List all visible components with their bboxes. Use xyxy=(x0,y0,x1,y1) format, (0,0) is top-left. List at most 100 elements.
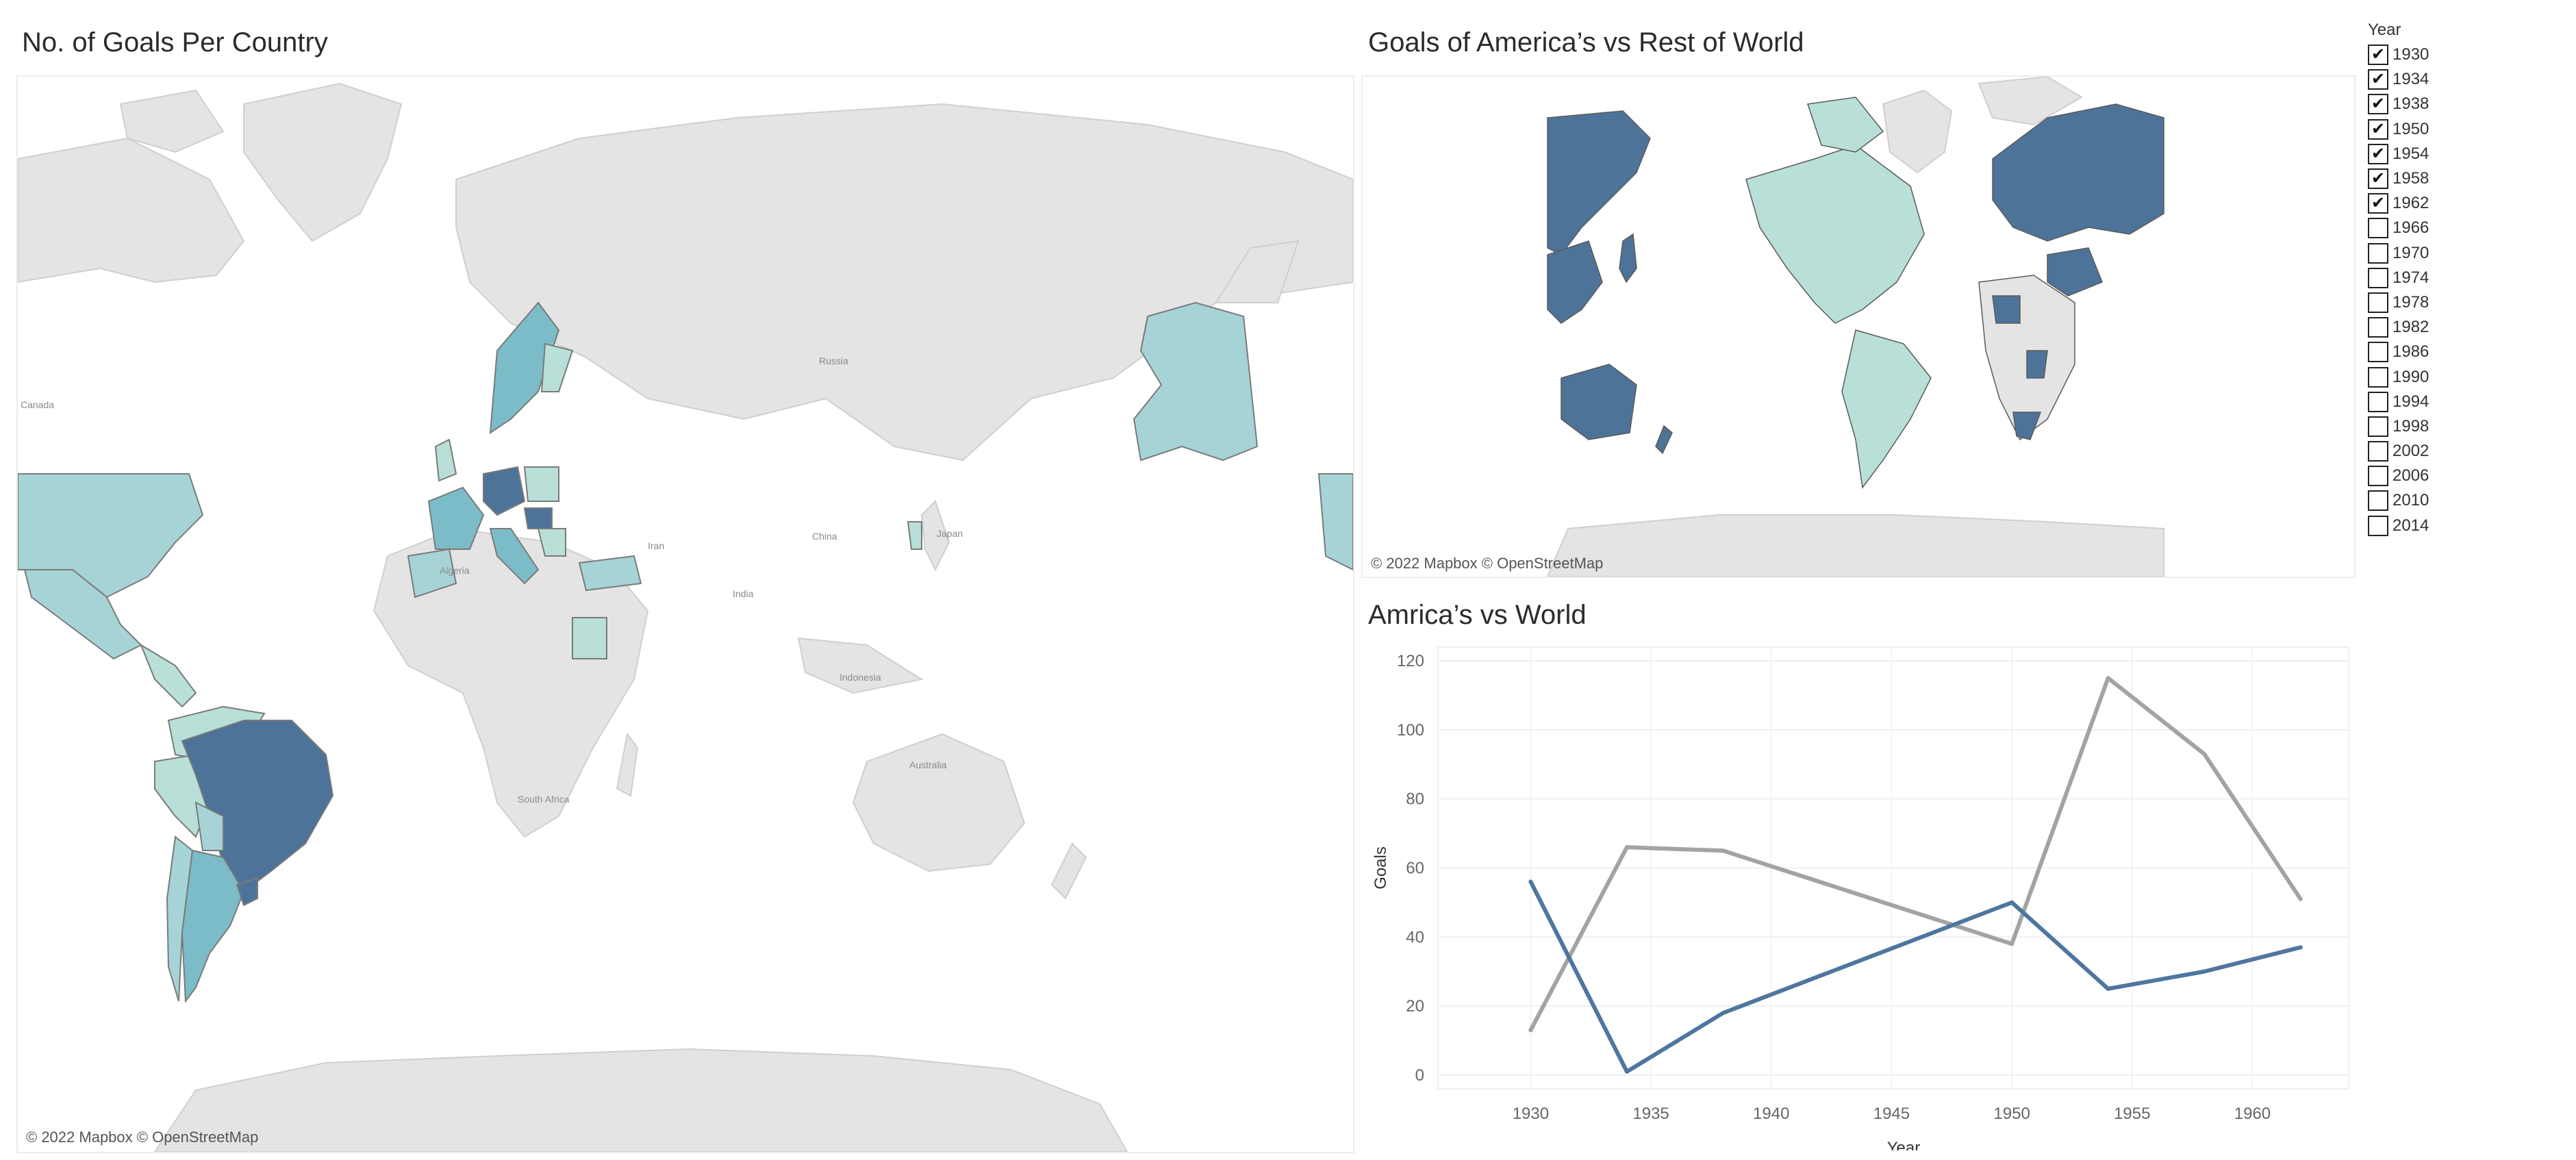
year-checkbox-label: 1990 xyxy=(2392,367,2429,386)
series-point[interactable] xyxy=(1528,879,1533,884)
year-checkbox[interactable]: ✔ xyxy=(2368,45,2388,66)
year-checkbox[interactable]: ✔ xyxy=(2368,143,2388,164)
year-checkbox[interactable]: ✔ xyxy=(2368,69,2388,90)
year-filter-item[interactable]: ✔ 1950 xyxy=(2368,117,2573,142)
map2-australia-shape xyxy=(1561,364,1637,440)
year-checkbox[interactable] xyxy=(2368,317,2388,338)
antarctica-shape xyxy=(153,1048,1128,1152)
year-checkbox[interactable] xyxy=(2368,292,2388,313)
map1-label-india: India xyxy=(733,588,754,599)
year-filter-item[interactable]: 1982 xyxy=(2368,315,2573,340)
arctic-islands-shape xyxy=(119,89,225,153)
map2-attribution[interactable]: © 2022 Mapbox © OpenStreetMap xyxy=(1371,555,1604,572)
series-point[interactable] xyxy=(2298,945,2303,950)
year-checkbox[interactable] xyxy=(2368,218,2388,239)
year-filter-item[interactable]: ✔ 1962 xyxy=(2368,191,2573,216)
argentina-shape xyxy=(181,849,245,1003)
mexico-shape xyxy=(23,569,142,660)
series-point[interactable] xyxy=(2106,676,2110,681)
year-checkbox[interactable]: ✔ xyxy=(2368,168,2388,190)
year-filter-item[interactable]: 2006 xyxy=(2368,464,2573,488)
year-checkbox[interactable] xyxy=(2368,515,2388,536)
y-tick-label: 60 xyxy=(1406,859,1424,878)
year-checkbox[interactable]: ✔ xyxy=(2368,118,2388,140)
series-line-1[interactable] xyxy=(1528,879,2303,1074)
series-point[interactable] xyxy=(1624,1069,1629,1074)
year-checkbox-label: 1970 xyxy=(2392,243,2429,262)
year-checkbox[interactable] xyxy=(2368,466,2388,487)
year-filter-item[interactable]: 1998 xyxy=(2368,414,2573,439)
year-checkbox-label: 1994 xyxy=(2392,392,2429,411)
y-tick-label: 20 xyxy=(1406,997,1424,1016)
canada-shape xyxy=(18,137,245,283)
series-point[interactable] xyxy=(1528,1028,1533,1033)
japan-shape xyxy=(920,500,950,572)
year-checkbox[interactable] xyxy=(2368,416,2388,437)
map1-attribution[interactable]: © 2022 Mapbox © OpenStreetMap xyxy=(26,1129,259,1146)
x-tick-label: 1940 xyxy=(1753,1105,1789,1123)
series-point[interactable] xyxy=(2106,986,2110,991)
map2-europe-russia-shape xyxy=(1992,103,2164,242)
year-filter-item[interactable]: 1970 xyxy=(2368,241,2573,266)
year-filter-item[interactable]: 2014 xyxy=(2368,514,2573,538)
series-point[interactable] xyxy=(2010,942,2015,946)
france-shape xyxy=(427,486,485,550)
balkans-shape xyxy=(537,528,566,557)
year-filter-item[interactable]: 1990 xyxy=(2368,364,2573,389)
year-filter-item[interactable]: ✔ 1938 xyxy=(2368,92,2573,116)
year-filter-item[interactable]: ✔ 1930 xyxy=(2368,42,2573,67)
year-checkbox-label: 1982 xyxy=(2392,318,2429,337)
year-checkbox[interactable] xyxy=(2368,391,2388,412)
x-tick-label: 1930 xyxy=(1513,1105,1549,1123)
year-filter-item[interactable]: 2010 xyxy=(2368,488,2573,513)
year-filter-list: ✔ 1930 ✔ 1934 ✔ 1938 ✔ 1950 ✔ 1954 ✔ 1958 ✔ 1962 1966 1… xyxy=(2368,42,2573,538)
year-checkbox[interactable] xyxy=(2368,490,2388,512)
series-point[interactable] xyxy=(2202,969,2207,974)
year-checkbox[interactable] xyxy=(2368,441,2388,462)
x-tick-label: 1960 xyxy=(2234,1105,2271,1123)
map1-label-russia: Russia xyxy=(819,355,848,366)
year-checkbox-label: 2002 xyxy=(2392,442,2429,461)
series-point[interactable] xyxy=(2010,900,2015,905)
year-filter-item[interactable]: ✔ 1958 xyxy=(2368,166,2573,191)
series-point[interactable] xyxy=(2298,896,2303,901)
y-tick-label: 80 xyxy=(1406,790,1424,809)
new-zealand-shape xyxy=(1050,842,1087,900)
turkey-shape xyxy=(578,555,642,592)
map1-label-indonesia: Indonesia xyxy=(839,672,881,683)
map2-countries xyxy=(1547,97,2164,489)
series-point[interactable] xyxy=(1721,848,1726,853)
year-filter-item[interactable]: 1978 xyxy=(2368,290,2573,315)
map1-canvas[interactable]: Canada Russia China Iran Japan India Alg… xyxy=(18,77,1353,1152)
year-checkbox[interactable]: ✔ xyxy=(2368,193,2388,214)
americas-vs-world-map[interactable]: © 2022 Mapbox © OpenStreetMap xyxy=(1361,75,2356,578)
year-checkbox[interactable] xyxy=(2368,342,2388,363)
year-filter-item[interactable]: ✔ 1934 xyxy=(2368,67,2573,92)
year-filter-item[interactable]: 1974 xyxy=(2368,266,2573,290)
year-filter-item[interactable]: 1994 xyxy=(2368,390,2573,414)
year-checkbox-label: 2006 xyxy=(2392,466,2429,486)
series-line-0[interactable] xyxy=(1528,676,2303,1033)
map2-canvas[interactable] xyxy=(1363,77,2354,577)
year-filter-item[interactable]: 2002 xyxy=(2368,439,2573,464)
year-checkbox-label: 1966 xyxy=(2392,218,2429,238)
africa-shape xyxy=(372,527,649,838)
year-checkbox[interactable]: ✔ xyxy=(2368,94,2388,115)
map2-land xyxy=(1546,77,2164,577)
map2-africa-colored-shape xyxy=(1992,295,2021,324)
series-point[interactable] xyxy=(2202,752,2207,757)
year-checkbox[interactable] xyxy=(2368,242,2388,264)
greenland-shape xyxy=(243,82,403,242)
americas-vs-world-line-chart[interactable]: 0 20 40 60 80 100 120 1930 1935 1940 1945 1950 1955 1… xyxy=(1363,644,2356,1150)
poland-shape xyxy=(523,466,559,502)
year-checkbox[interactable] xyxy=(2368,366,2388,388)
year-checkbox-label: 1974 xyxy=(2392,268,2429,287)
year-checkbox[interactable] xyxy=(2368,267,2388,288)
series-point[interactable] xyxy=(1721,1011,1726,1016)
series-point[interactable] xyxy=(1624,845,1629,850)
year-filter-item[interactable]: 1986 xyxy=(2368,340,2573,364)
year-filter-item[interactable]: ✔ 1954 xyxy=(2368,142,2573,166)
goals-per-country-map[interactable]: Canada Russia China Iran Japan India Alg… xyxy=(16,75,1354,1153)
year-filter-item[interactable]: 1966 xyxy=(2368,216,2573,240)
map1-label-south-africa: South Africa xyxy=(518,794,570,805)
